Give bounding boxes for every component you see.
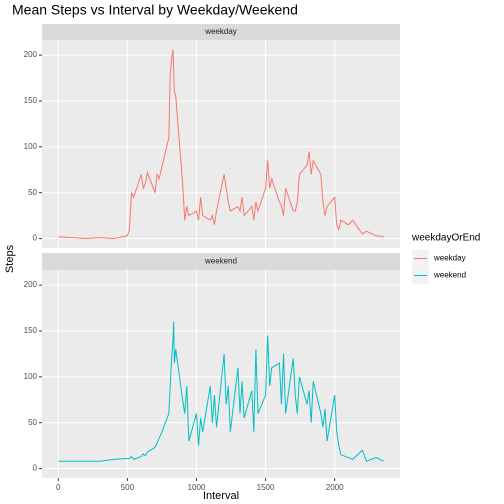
facet-strip <box>42 253 400 270</box>
y-tick-label: 150 <box>24 326 38 335</box>
y-tick-label: 150 <box>24 96 38 105</box>
facet-label: weekday <box>204 27 237 36</box>
y-tick-label: 200 <box>24 280 38 289</box>
y-tick-label: 100 <box>24 142 38 151</box>
panel-background <box>42 270 400 478</box>
panel-background <box>42 40 400 248</box>
x-axis-label: Interval <box>203 490 239 502</box>
x-tick-label: 2000 <box>326 483 344 492</box>
y-tick-label: 50 <box>28 188 37 197</box>
x-tick-label: 1500 <box>257 483 275 492</box>
x-tick-label: 500 <box>121 483 135 492</box>
y-tick-label: 0 <box>33 464 38 473</box>
legend-label: weekday <box>433 254 466 263</box>
facet-strip <box>42 24 400 40</box>
y-tick-label: 0 <box>33 234 38 243</box>
chart-title: Mean Steps vs Interval by Weekday/Weeken… <box>12 2 298 18</box>
x-tick-label: 0 <box>56 483 61 492</box>
data-line <box>58 321 384 462</box>
facet-label: weekend <box>204 257 237 266</box>
y-tick-label: 50 <box>28 418 37 427</box>
legend-label: weekend <box>433 271 466 280</box>
x-tick-label: 1000 <box>188 483 206 492</box>
y-axis-label: Steps <box>4 244 16 273</box>
legend-title: weekdayOrEnd <box>411 233 480 244</box>
y-tick-label: 100 <box>24 372 38 381</box>
y-tick-label: 200 <box>24 50 38 59</box>
data-line <box>58 49 384 240</box>
